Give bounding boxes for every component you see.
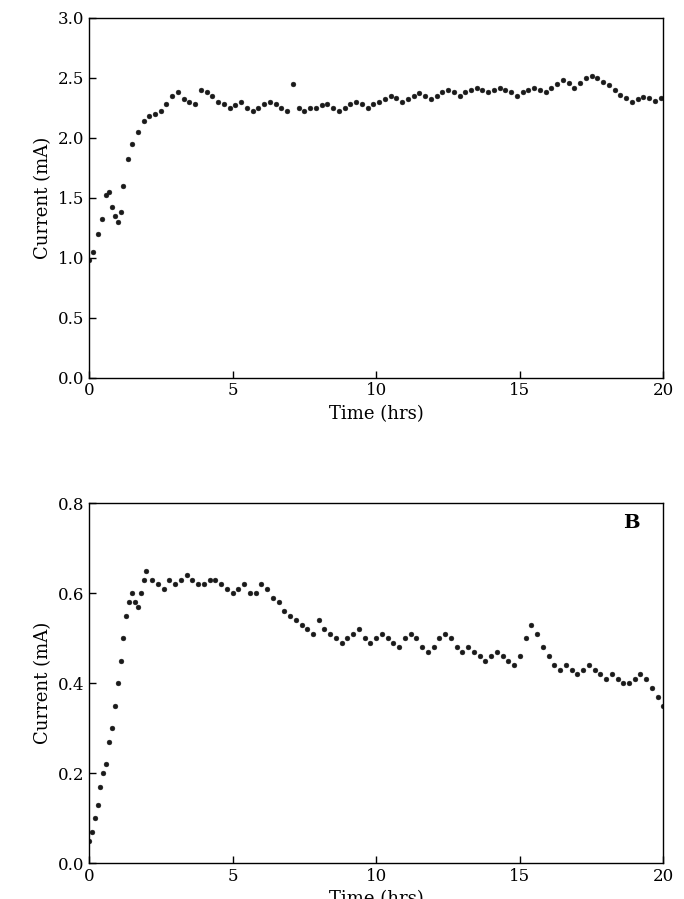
Y-axis label: Current (mA): Current (mA) (34, 622, 52, 744)
X-axis label: Time (hrs): Time (hrs) (329, 405, 423, 423)
Y-axis label: Current (mA): Current (mA) (34, 137, 52, 259)
Text: B: B (623, 514, 640, 532)
X-axis label: Time (hrs): Time (hrs) (329, 890, 423, 899)
